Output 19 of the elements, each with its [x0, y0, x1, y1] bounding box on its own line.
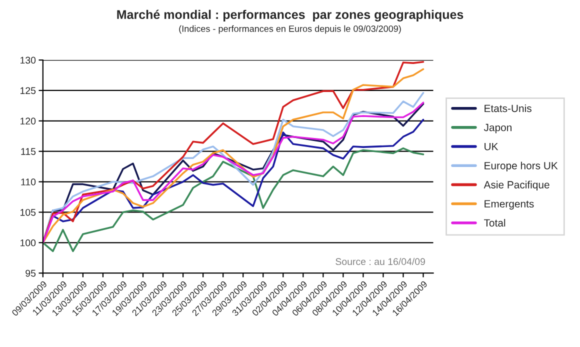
legend-label: Etats-Unis — [484, 104, 532, 112]
legend-label: Emergents — [484, 200, 534, 210]
line-series — [42, 147, 424, 252]
y-tick-label: 95 — [26, 270, 36, 277]
legend-label: UK — [484, 143, 498, 150]
y-tick-label: 125 — [20, 87, 36, 94]
y-tick-label: 100 — [20, 239, 36, 246]
legend-label: Europe hors UK — [484, 162, 558, 172]
chart-title: Marché mondial : performances par zones geographiques — [117, 10, 464, 22]
y-tick-label: 110 — [21, 178, 36, 186]
y-tick-label: 130 — [20, 56, 36, 64]
legend-label: Asie Pacifique — [484, 180, 550, 190]
y-tick-label: 115 — [21, 148, 36, 155]
chart-subtitle: (Indices - performances en Euros depuis le 09/03/2009) — [179, 25, 401, 34]
legend-label: Total — [484, 218, 506, 227]
annotation: Source : au 16/04/09 — [336, 258, 425, 266]
legend-label: Japon — [484, 124, 512, 134]
y-tick-label: 105 — [20, 208, 36, 216]
y-tick-label: 120 — [20, 118, 36, 125]
